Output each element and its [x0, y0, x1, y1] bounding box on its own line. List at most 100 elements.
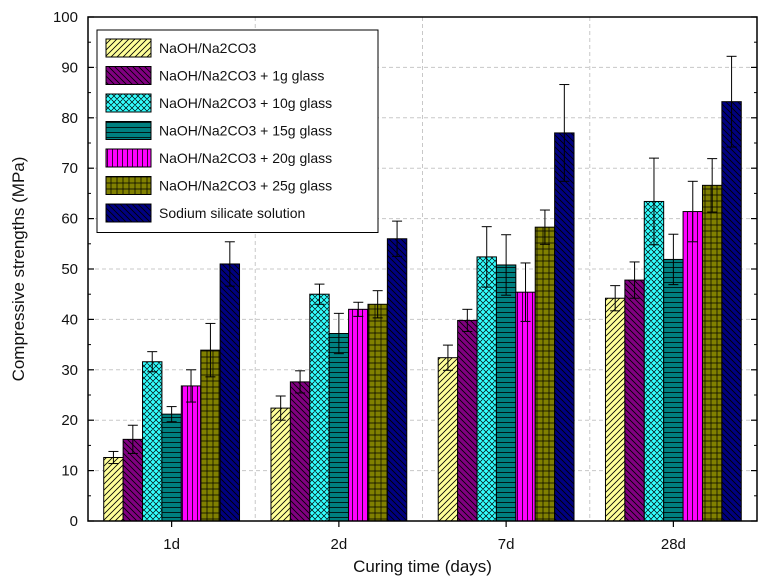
error-bar: [166, 406, 177, 423]
x-tick-label: 2d: [331, 536, 348, 553]
bar: [348, 308, 369, 522]
y-axis-title: Compressive strengths (MPa): [9, 157, 28, 382]
error-bar: [275, 395, 286, 421]
x-tick-label: 1d: [163, 536, 180, 553]
error-bar: [333, 312, 344, 355]
bar-pattern: [554, 132, 575, 522]
error-bar: [462, 308, 473, 332]
bar: [367, 303, 388, 522]
bar-pattern: [701, 184, 723, 522]
bar: [534, 226, 556, 522]
bar-pattern: [624, 279, 645, 522]
legend-swatch-pattern: [105, 148, 152, 168]
bar: [643, 200, 665, 522]
bar-pattern: [721, 101, 742, 522]
y-tick-label: 50: [61, 261, 78, 278]
legend-item: NaOH/Na2CO3 + 25g glass: [105, 176, 332, 195]
error-bar: [392, 220, 403, 257]
y-tick-label: 0: [70, 513, 78, 530]
error-bar: [668, 233, 679, 286]
bar: [663, 258, 684, 522]
y-tick-label: 70: [61, 160, 78, 177]
bar: [142, 361, 163, 522]
bar: [386, 238, 408, 522]
bar: [682, 211, 703, 522]
legend-swatch-pattern: [105, 66, 152, 85]
bar-pattern: [367, 303, 388, 522]
legend-swatch-pattern: [105, 93, 152, 113]
error-bar: [610, 285, 621, 312]
bar-pattern: [643, 200, 665, 522]
bar: [515, 291, 536, 522]
error-bar: [648, 157, 659, 246]
y-tick-label: 10: [61, 463, 78, 480]
x-tick-label: 7d: [498, 536, 515, 553]
bars: [103, 101, 742, 522]
error-bar: [501, 234, 512, 296]
error-bar: [481, 226, 492, 288]
x-axis-title: Curing time (days): [353, 557, 492, 576]
bar-pattern: [437, 357, 459, 522]
bar: [122, 438, 144, 522]
bar: [554, 132, 575, 522]
bar-pattern: [663, 258, 684, 522]
bar: [437, 357, 459, 522]
bar-pattern: [476, 256, 497, 522]
error-bar: [224, 241, 235, 287]
y-tick-label: 100: [53, 9, 78, 26]
bar-pattern: [103, 456, 124, 522]
bar: [328, 333, 350, 522]
y-tick-label: 30: [61, 362, 78, 379]
bar-pattern: [309, 293, 330, 522]
bar: [270, 407, 291, 522]
error-bar: [186, 369, 197, 403]
y-tick-label: 90: [61, 59, 78, 76]
bar: [624, 279, 645, 522]
y-tick-label: 20: [61, 412, 78, 429]
error-bar: [147, 351, 158, 373]
bar: [721, 101, 742, 522]
bar-pattern: [289, 381, 311, 522]
y-axis-ticks: 0 10 20 30 40 50 60 70 80 90 100: [53, 9, 757, 530]
x-tick-label: 28d: [661, 536, 686, 553]
legend-swatch-pattern: [105, 176, 152, 195]
bar-pattern: [161, 413, 182, 522]
bar: [604, 297, 626, 522]
legend-swatch-pattern: [105, 121, 152, 140]
bar: [309, 293, 330, 522]
bar-pattern: [219, 263, 241, 522]
error-bar: [205, 322, 216, 378]
error-bar: [629, 261, 640, 299]
legend-label: NaOH/Na2CO3 + 10g glass: [159, 95, 332, 111]
bar-pattern: [495, 264, 517, 522]
error-bar: [372, 290, 383, 319]
legend-swatch-pattern: [105, 203, 152, 223]
bar: [103, 456, 124, 522]
x-axis-ticks: 1d 2d 7d 28d: [163, 521, 686, 553]
error-bar: [687, 180, 698, 243]
error-bar: [539, 209, 550, 245]
legend-label: NaOH/Na2CO3 + 1g glass: [159, 68, 324, 84]
legend-item: NaOH/Na2CO3 + 20g glass: [105, 148, 332, 168]
error-bars: [108, 55, 737, 465]
legend: NaOH/Na2CO3 NaOH/Na2CO3 + 1g glass NaOH/Na…: [96, 29, 379, 233]
y-tick-label: 80: [61, 110, 78, 127]
legend-label: Sodium silicate solution: [159, 205, 305, 221]
legend-item: NaOH/Na2CO3 + 1g glass: [105, 66, 324, 85]
error-bar: [442, 344, 453, 371]
error-bar: [559, 84, 570, 182]
y-tick-label: 40: [61, 311, 78, 328]
legend-item: NaOH/Na2CO3 + 15g glass: [105, 121, 332, 140]
error-bar: [295, 370, 306, 394]
bar: [495, 264, 517, 522]
bar: [180, 385, 202, 522]
error-bar: [520, 262, 531, 322]
bar-pattern: [604, 297, 626, 522]
error-bar: [108, 450, 119, 465]
error-bar: [353, 301, 364, 317]
bar-pattern: [682, 211, 703, 522]
error-bar: [127, 424, 138, 454]
bar-pattern: [180, 385, 202, 522]
error-bar: [726, 55, 737, 148]
